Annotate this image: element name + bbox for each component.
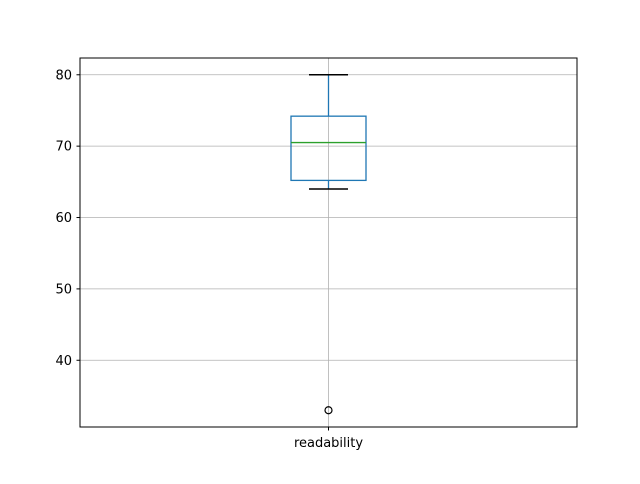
y-tick-label: 80 (55, 68, 72, 83)
label-layer: 40 50 60 70 80 (55, 68, 72, 368)
x-tick-label: readability (294, 436, 363, 451)
y-tick-label: 40 (55, 354, 72, 369)
box-layer (290, 74, 367, 415)
y-tick-label: 60 (55, 211, 72, 226)
grid-layer (76, 58, 577, 431)
y-tick-label: 50 (55, 282, 72, 297)
y-tick-label: 70 (55, 140, 72, 155)
iqr-box (290, 115, 367, 182)
outlier-marker (324, 406, 333, 415)
plot-border (79, 57, 578, 428)
